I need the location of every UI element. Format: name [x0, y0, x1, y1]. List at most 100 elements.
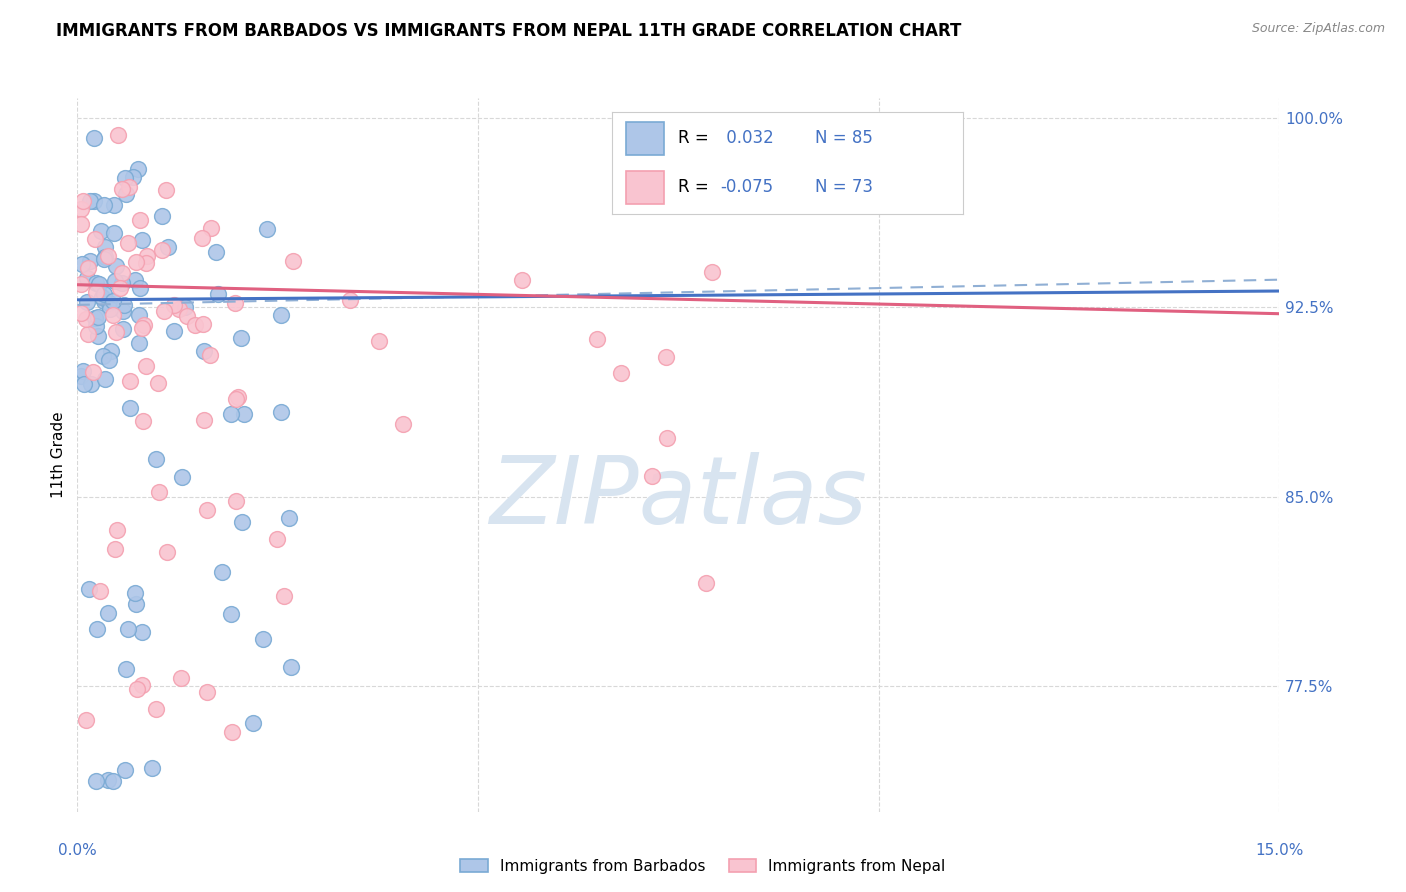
Point: [655, 350, 678, 364]
Point: [184, 318, 207, 332]
Point: [101, 309, 124, 323]
Point: [76, 271, 98, 285]
Point: [104, 325, 127, 339]
Point: [117, 236, 139, 251]
Text: -0.075: -0.075: [721, 178, 773, 196]
Point: [207, 286, 229, 301]
Point: [270, 308, 292, 322]
Point: [84, 285, 107, 300]
Point: [145, 702, 167, 716]
Point: [392, 417, 415, 432]
Point: [585, 332, 607, 346]
Point: [111, 182, 134, 196]
Point: [195, 685, 218, 699]
Point: [131, 678, 153, 692]
Point: [121, 169, 143, 184]
Point: [76, 326, 98, 341]
Point: [90, 224, 112, 238]
Point: [114, 763, 136, 777]
Point: [277, 511, 299, 525]
Point: [163, 324, 186, 338]
Point: [70, 368, 93, 383]
Text: 0.0%: 0.0%: [58, 843, 97, 858]
Point: [695, 575, 717, 590]
Point: [655, 431, 678, 445]
Point: [86, 622, 108, 636]
Point: [157, 240, 180, 254]
Point: [93, 250, 115, 264]
Point: [70, 277, 93, 292]
Text: R =: R =: [678, 129, 714, 147]
Point: [111, 276, 134, 290]
Legend: Immigrants from Barbados, Immigrants from Nepal: Immigrants from Barbados, Immigrants fro…: [454, 853, 952, 880]
Point: [72, 364, 94, 378]
Point: [120, 401, 142, 416]
Point: [700, 265, 723, 279]
Text: N = 73: N = 73: [815, 178, 873, 196]
Point: [128, 308, 150, 322]
Point: [145, 452, 167, 467]
Point: [163, 298, 186, 312]
Text: 0.032: 0.032: [721, 129, 773, 147]
Point: [198, 347, 221, 361]
Point: [76, 294, 98, 309]
Point: [174, 301, 197, 315]
Point: [98, 353, 121, 368]
Point: [118, 374, 141, 388]
Point: [150, 243, 173, 257]
Point: [148, 376, 170, 390]
Point: [90, 290, 112, 304]
Point: [153, 304, 176, 318]
Point: [280, 660, 302, 674]
Point: [193, 344, 215, 359]
Point: [219, 607, 242, 622]
Point: [132, 414, 155, 428]
Point: [91, 349, 114, 363]
Point: [114, 186, 136, 201]
Point: [114, 662, 136, 676]
Point: [100, 344, 122, 359]
Point: [270, 405, 292, 419]
Point: [117, 622, 139, 636]
Point: [80, 377, 103, 392]
Point: [150, 209, 173, 223]
Point: [128, 335, 150, 350]
Point: [104, 541, 127, 556]
Point: [225, 494, 247, 508]
Text: R =: R =: [678, 178, 714, 196]
Point: [89, 584, 111, 599]
Point: [193, 317, 215, 331]
Point: [256, 221, 278, 235]
Point: [135, 256, 157, 270]
Point: [135, 359, 157, 373]
Point: [510, 273, 533, 287]
Point: [141, 761, 163, 775]
Point: [339, 293, 361, 308]
Point: [93, 198, 115, 212]
Point: [219, 407, 242, 421]
Point: [211, 565, 233, 579]
Point: [97, 249, 120, 263]
Point: [228, 390, 250, 404]
Point: [75, 312, 97, 326]
Point: [124, 597, 146, 611]
Point: [93, 252, 115, 267]
Point: [136, 249, 159, 263]
Point: [93, 287, 115, 301]
Point: [266, 533, 288, 547]
Point: [84, 276, 107, 290]
Point: [118, 180, 141, 194]
Point: [273, 589, 295, 603]
Point: [104, 259, 127, 273]
Point: [221, 724, 243, 739]
Point: [93, 293, 115, 308]
Point: [70, 202, 93, 217]
Point: [84, 232, 107, 246]
Point: [103, 226, 125, 240]
Point: [101, 293, 124, 308]
Point: [98, 302, 121, 317]
Point: [224, 296, 246, 310]
Point: [70, 257, 93, 271]
Point: [84, 310, 107, 325]
Point: [172, 470, 194, 484]
